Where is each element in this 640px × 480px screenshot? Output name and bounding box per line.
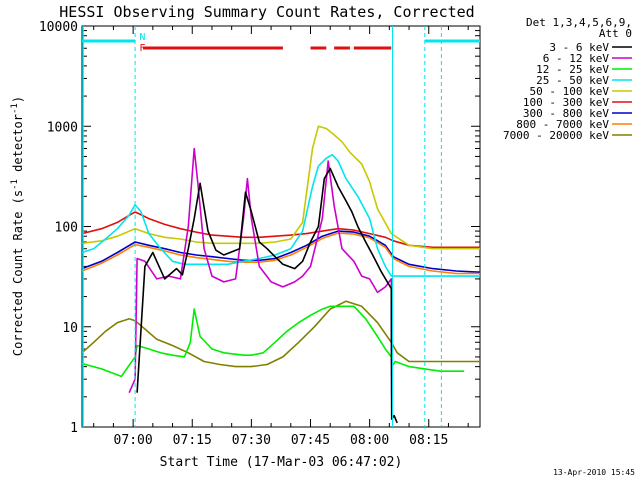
legend-header-line2: Att 0 — [599, 27, 632, 40]
y-tick-label: 1 — [70, 421, 78, 436]
series-line-1 — [136, 167, 398, 424]
legend-label: 800 - 7000 keV — [516, 118, 609, 131]
y-label-mid: detector — [11, 114, 25, 179]
legend-label: 12 - 25 keV — [536, 63, 609, 76]
series-line-8 — [82, 232, 480, 275]
y-tick-label: 10000 — [39, 20, 78, 35]
series-line-6 — [82, 211, 480, 249]
legend-label: 7000 - 20000 keV — [503, 129, 609, 142]
legend-label: 3 - 6 keV — [549, 41, 609, 54]
y-tick-label: 100 — [55, 221, 78, 236]
plot-frame — [81, 25, 481, 428]
legend-label: 50 - 100 keV — [530, 85, 610, 98]
legend-header-line1: Det 1,3,4,5,6,9, — [526, 16, 632, 29]
series-line-9 — [82, 300, 480, 368]
y-label-sup1: -1 — [10, 179, 20, 190]
svg-text:Corrected Count Rate (s-1 dete: Corrected Count Rate (s-1 detector-1) — [10, 96, 25, 356]
night-label: N — [139, 32, 145, 43]
series-line-2 — [128, 147, 393, 397]
x-tick-label: 07:15 — [173, 433, 212, 448]
footer-date: 13-Apr-2010 15:45 — [553, 468, 635, 477]
x-tick-label: 08:15 — [409, 433, 448, 448]
series-line-7 — [82, 230, 480, 273]
x-tick-label: 07:00 — [114, 433, 153, 448]
legend-label: 100 - 300 keV — [523, 96, 609, 109]
y-axis-label: Corrected Count Rate (s-1 detector-1) — [10, 96, 25, 356]
y-label-end: ) — [11, 96, 25, 103]
chart-title: HESSI Observing Summary Count Rates, Cor… — [59, 3, 474, 21]
legend-label: 300 - 800 keV — [523, 107, 609, 120]
flare-label: F — [139, 43, 145, 54]
y-label-main: Corrected Count Rate (s — [11, 190, 25, 356]
y-label-sup2: -1 — [10, 103, 20, 114]
x-axis-label: Start Time (17-Mar-03 06:47:02) — [160, 455, 403, 470]
y-tick-label: 10 — [62, 321, 78, 336]
x-tick-label: 08:00 — [350, 433, 389, 448]
x-tick-label: 07:45 — [291, 433, 330, 448]
series-line-5 — [82, 125, 480, 250]
y-tick-label: 1000 — [47, 120, 78, 135]
legend-label: 25 - 50 keV — [536, 74, 609, 87]
legend-label: 6 - 12 keV — [543, 52, 610, 65]
x-tick-label: 07:30 — [232, 433, 271, 448]
